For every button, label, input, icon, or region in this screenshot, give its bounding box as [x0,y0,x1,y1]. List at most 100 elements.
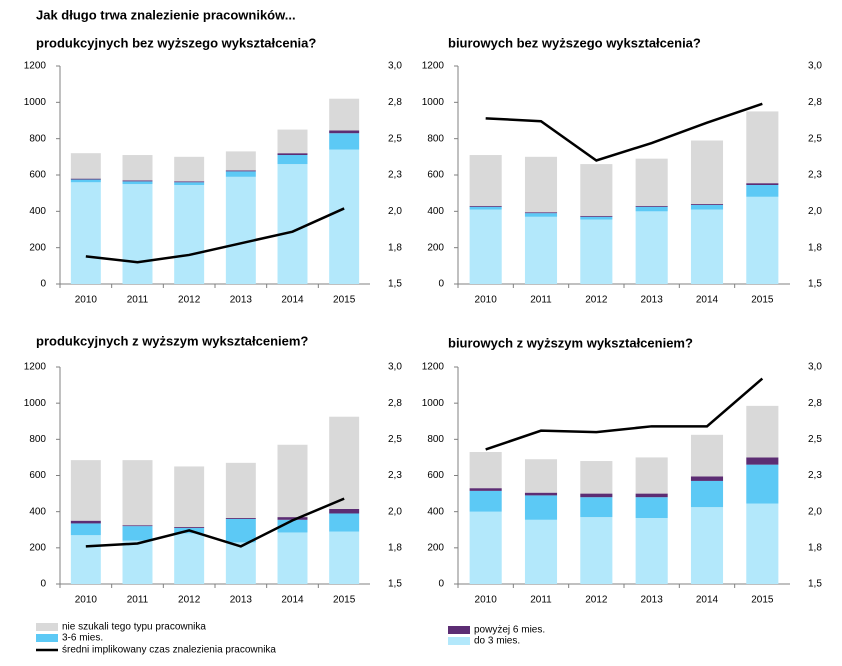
legend-label: 3-6 mies. [62,633,103,644]
legend-swatch [36,623,58,631]
bar-segment [580,164,613,216]
y2-tick-label: 2,5 [388,133,402,144]
y2-tick-label: 2,0 [808,506,822,517]
bar-segment [174,527,205,528]
bar-segment [524,519,558,584]
y2-tick-label: 2,3 [808,170,822,181]
x-tick-label: 2014 [281,595,304,606]
x-tick-label: 2011 [530,595,552,606]
bar-segment [690,209,724,284]
y2-tick-label: 1,8 [388,542,402,553]
bar-segment [635,205,668,207]
y-tick-label: 200 [29,542,46,553]
x-tick-label: 2013 [230,595,253,606]
bar-segment [329,531,360,584]
bar-segment [690,434,724,477]
bar-segment [329,98,360,131]
bar-segment [469,209,502,284]
legend-label: nie szukali tego typu pracownika [62,622,206,633]
bar-segment [469,490,502,512]
y2-tick-label: 2,5 [808,133,822,144]
bar-segment [469,205,502,207]
bar-segment [70,460,101,521]
x-tick-label: 2013 [641,295,664,306]
y-tick-label: 0 [438,579,444,590]
x-tick-label: 2013 [230,295,253,306]
bar-segment [746,183,779,185]
bar-segment [524,212,558,214]
bar-segment [635,493,668,498]
bar-segment [329,149,360,284]
bar-segment [635,206,668,212]
y2-tick-label: 2,8 [388,398,402,409]
y2-tick-label: 2,0 [808,206,822,217]
x-tick-label: 2010 [475,295,498,306]
line [485,102,763,162]
bar-segment [122,184,153,284]
x-tick-label: 2011 [530,295,552,306]
bar-segment [469,488,502,491]
bar-segment [174,156,205,182]
y2-tick-label: 2,8 [808,398,822,409]
y-tick-label: 1000 [422,398,445,409]
y-tick-label: 200 [427,242,444,253]
bar-segment [580,219,613,284]
bar-segment [524,459,558,493]
x-tick-label: 2010 [475,595,498,606]
bar-segment [635,517,668,584]
bar-segment [277,164,308,284]
x-tick-label: 2013 [641,595,664,606]
x-tick-label: 2014 [281,295,304,306]
bar-segment [746,464,779,504]
y2-tick-label: 2,3 [388,170,402,181]
bar-segment [70,523,101,536]
y-tick-label: 400 [29,506,46,517]
bar-segment [277,444,308,518]
x-tick-label: 2014 [696,595,719,606]
x-tick-label: 2012 [178,295,201,306]
x-tick-label: 2015 [333,295,356,306]
bar-segment [580,517,613,584]
bar-segment [122,180,153,182]
bar-segment [174,182,205,185]
bar-segment [122,155,153,181]
bar-segment [746,184,779,197]
main-title: Jak długo trwa znalezienie pracowników..… [36,7,296,22]
bar-segment [277,517,308,520]
bar-segment [329,130,360,134]
bar-segment [70,182,101,284]
bar-segment [277,532,308,584]
y-tick-label: 600 [427,470,444,481]
bar-segment [580,461,613,494]
y2-tick-label: 1,8 [808,242,822,253]
bar-segment [277,155,308,165]
y2-tick-label: 2,0 [388,206,402,217]
y2-tick-label: 2,3 [808,470,822,481]
bar-segment [225,151,256,171]
bar-segment [635,457,668,494]
bar-segment [329,513,360,532]
bar-segment [690,507,724,584]
bar-segment [524,156,558,213]
bar-segment [635,158,668,206]
y-tick-label: 600 [427,170,444,181]
legend-swatch [448,637,470,645]
bar-segment [225,517,256,519]
y2-tick-label: 3,0 [808,61,822,72]
bar-segment [122,181,153,185]
y2-tick-label: 2,8 [808,97,822,108]
bar-segment [122,460,153,526]
bar-segment [277,129,308,154]
legend-label: średni implikowany czas znalezienia prac… [62,645,276,656]
x-tick-label: 2012 [178,595,201,606]
bar-segment [524,213,558,217]
legend-label: powyżej 6 mies. [474,625,545,636]
chart-title: produkcyjnych z wyższym wykształceniem? [36,333,308,348]
line [85,207,345,264]
bar-segment [635,497,668,518]
legend-swatch [36,634,58,642]
y-tick-label: 600 [29,170,46,181]
y2-tick-label: 1,5 [808,579,822,590]
bar-segment [746,503,779,584]
